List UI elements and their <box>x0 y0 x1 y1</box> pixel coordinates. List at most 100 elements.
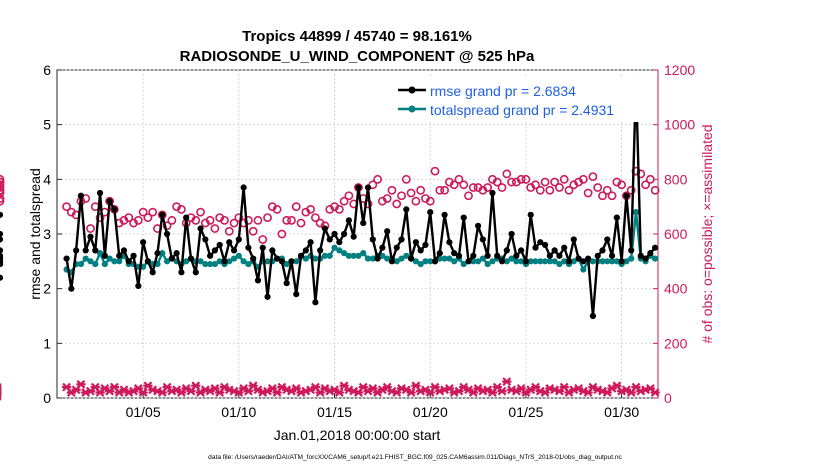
totalspread-point <box>441 255 448 262</box>
totalspread-point <box>360 250 367 257</box>
obs-possible-point <box>167 215 177 225</box>
rmse-point <box>465 258 472 265</box>
totalspread-point <box>508 255 515 262</box>
totalspread-point <box>580 266 587 273</box>
legend-rmse-marker <box>408 86 416 94</box>
rmse-point <box>407 255 415 262</box>
rmse-point <box>168 255 175 262</box>
obs-possible-point <box>177 204 186 214</box>
rmse-point <box>230 247 238 254</box>
rmse-point <box>623 192 630 199</box>
rmse-point <box>101 252 108 259</box>
totalspread-point <box>474 258 482 265</box>
totalspread-point <box>369 255 376 262</box>
obs-assimilated-point <box>191 381 201 391</box>
rmse-point <box>580 258 587 265</box>
obs-possible-point <box>0 180 5 190</box>
x-tick-label: 01/30 <box>604 404 639 420</box>
obs-possible-point <box>272 204 282 214</box>
totalspread-point <box>589 258 597 265</box>
obs-assimilated-point <box>76 379 86 389</box>
obs-possible-point <box>454 174 464 184</box>
rmse-point <box>527 211 534 218</box>
obs-possible-point <box>220 215 229 225</box>
rmse-point <box>522 258 530 265</box>
rmse-point <box>652 244 659 251</box>
rmse-point <box>594 252 601 259</box>
legend-spread-marker <box>408 105 416 113</box>
obs-possible-point <box>578 174 588 184</box>
obs-assimilated-point <box>650 388 660 397</box>
totalspread-point <box>427 258 434 265</box>
obs-possible-point <box>483 183 493 192</box>
rmse-point <box>283 280 290 287</box>
obs-assimilated-point <box>406 388 416 397</box>
totalspread-point <box>556 260 563 268</box>
x-axis-label: Jan.01,2018 00:00:00 start <box>274 427 441 443</box>
rmse-point <box>561 244 568 251</box>
totalspread-point <box>116 258 123 265</box>
obs-possible-point <box>148 207 158 217</box>
rmse-point <box>140 239 147 246</box>
left-axis: 0 1 2 3 4 5 6 <box>43 62 62 406</box>
totalspread-point <box>470 258 477 265</box>
rmse-point <box>92 247 99 254</box>
obs-possible-point <box>138 207 148 217</box>
obs-possible-point <box>435 185 445 195</box>
totalspread-point <box>613 258 620 265</box>
totalspread-point <box>159 250 166 257</box>
obs-possible-point <box>440 185 449 195</box>
rmse-point <box>556 252 563 259</box>
rmse-point <box>345 217 352 224</box>
totalspread-point <box>412 258 419 265</box>
rmse-point <box>360 219 367 227</box>
obs-possible-point <box>310 213 320 222</box>
totalspread-point <box>235 252 242 259</box>
totalspread-point <box>355 252 362 259</box>
y-right-tick-label: 1000 <box>664 117 695 133</box>
rmse-point <box>331 230 338 238</box>
obs-possible-point <box>306 204 316 214</box>
rmse-point <box>178 269 185 276</box>
totalspread-point <box>451 258 458 265</box>
rmse-point <box>431 258 439 265</box>
obs-possible-point <box>521 174 531 184</box>
rmse-point <box>106 198 113 205</box>
y-axis-right-label: # of obs: o=possible; ×=assimilated <box>699 124 715 343</box>
rmse-point <box>503 247 510 254</box>
obs-possible-point <box>645 174 655 184</box>
obs-possible-point <box>497 183 507 192</box>
obs-possible-point <box>344 191 354 201</box>
obs-possible-point <box>602 185 612 195</box>
rmse-point <box>0 211 4 218</box>
rmse-point <box>68 285 75 292</box>
totalspread-point <box>211 260 219 268</box>
rmse-point <box>274 255 281 262</box>
rmse-point <box>642 255 649 262</box>
rmse-point <box>96 189 104 197</box>
totalspread-point <box>561 258 568 265</box>
obs-possible-point <box>401 174 411 184</box>
obs-assimilated-series <box>0 377 660 401</box>
totalspread-point <box>479 255 486 262</box>
rmse-point <box>245 244 252 251</box>
rmse-point <box>613 214 620 221</box>
rmse-point <box>216 241 223 249</box>
rmse-point <box>293 291 300 298</box>
x-tick-label: 01/15 <box>317 404 352 420</box>
rmse-point <box>384 228 391 235</box>
rmse-point <box>551 247 558 254</box>
rmse-point <box>254 277 262 284</box>
rmse-point <box>575 255 582 262</box>
totalspread-point <box>513 258 520 265</box>
obs-possible-point <box>191 215 201 225</box>
footnote: data file: /Users/raeder/DAI/ATM_forcXX/… <box>208 454 622 461</box>
obs-possible-point <box>287 215 296 225</box>
y-left-tick-label: 3 <box>43 226 51 242</box>
rmse-point <box>474 222 482 229</box>
x-tick-label: 01/20 <box>413 404 448 420</box>
rmse-point <box>403 206 410 213</box>
rmse-point <box>546 252 553 259</box>
obs-possible-point <box>550 177 560 187</box>
